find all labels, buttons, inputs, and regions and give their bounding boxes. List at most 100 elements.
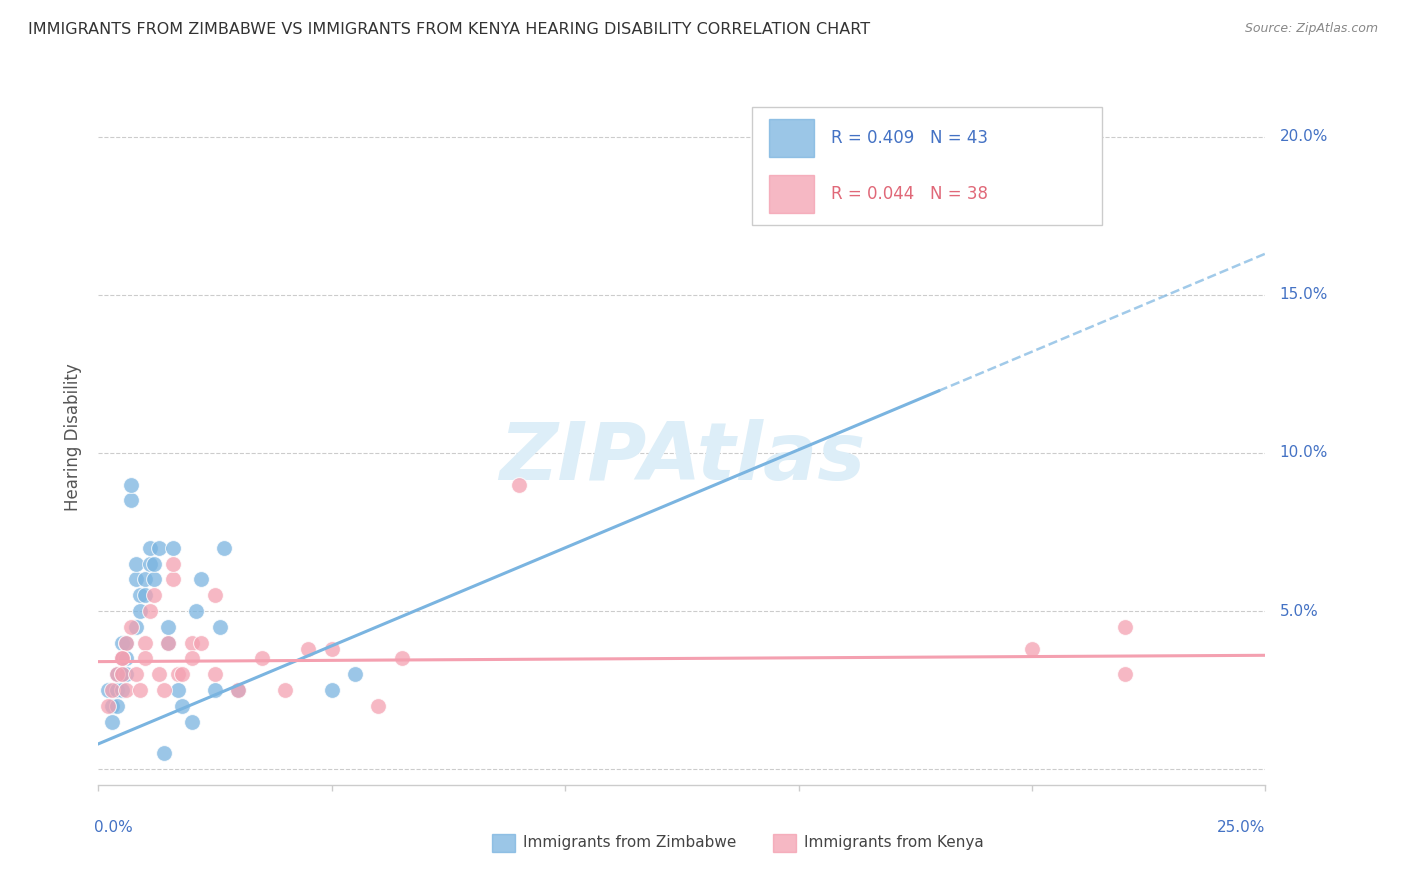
Point [214, 541, 236, 555]
Text: 25.0%: 25.0% [1218, 820, 1265, 835]
Point [101, 698, 124, 713]
Point [125, 573, 148, 587]
Point [120, 477, 142, 491]
Point [101, 683, 124, 698]
Text: 15.0%: 15.0% [1279, 287, 1327, 302]
Point [321, 642, 343, 657]
Point [111, 651, 134, 665]
Point [97, 683, 120, 698]
Point [105, 698, 128, 713]
Point [129, 604, 152, 618]
Point [157, 620, 180, 634]
Text: Source: ZipAtlas.com: Source: ZipAtlas.com [1244, 22, 1378, 36]
Text: 0.0%: 0.0% [94, 820, 132, 835]
Point [111, 683, 134, 698]
Point [105, 667, 128, 681]
Text: Immigrants from Zimbabwe: Immigrants from Zimbabwe [523, 836, 737, 850]
Point [111, 667, 134, 681]
Text: 20.0%: 20.0% [1279, 129, 1327, 145]
Point [228, 683, 250, 698]
Point [152, 747, 174, 761]
Point [172, 698, 194, 713]
Point [134, 573, 156, 587]
Point [139, 604, 162, 618]
Point [97, 698, 120, 713]
Point [172, 667, 194, 681]
Point [139, 557, 162, 571]
Point [190, 635, 212, 649]
Point [143, 573, 166, 587]
Point [186, 604, 208, 618]
Point [162, 557, 184, 571]
Point [157, 635, 180, 649]
Point [105, 683, 128, 698]
Point [148, 541, 170, 555]
Point [204, 667, 226, 681]
Point [204, 683, 226, 698]
Y-axis label: Hearing Disability: Hearing Disability [65, 363, 83, 511]
Point [111, 667, 134, 681]
Bar [769, 120, 814, 157]
Point [115, 667, 138, 681]
Point [250, 651, 273, 665]
Point [143, 588, 166, 602]
Point [152, 683, 174, 698]
Point [115, 683, 138, 698]
Point [134, 651, 156, 665]
Point [162, 541, 184, 555]
Text: R = 0.044   N = 38: R = 0.044 N = 38 [831, 185, 988, 202]
Bar [773, 834, 796, 852]
Point [101, 714, 124, 729]
Point [508, 477, 530, 491]
Text: 5.0%: 5.0% [1279, 604, 1319, 618]
Point [162, 573, 184, 587]
Text: ZIPAtlas: ZIPAtlas [499, 419, 865, 497]
Point [204, 588, 226, 602]
Point [111, 651, 134, 665]
Point [115, 651, 138, 665]
Point [125, 667, 148, 681]
Bar [492, 834, 515, 852]
Point [297, 642, 319, 657]
Point [157, 635, 180, 649]
Text: IMMIGRANTS FROM ZIMBABWE VS IMMIGRANTS FROM KENYA HEARING DISABILITY CORRELATION: IMMIGRANTS FROM ZIMBABWE VS IMMIGRANTS F… [28, 22, 870, 37]
Point [180, 635, 202, 649]
Point [391, 651, 413, 665]
Point [1021, 642, 1043, 657]
Point [115, 635, 138, 649]
Point [125, 620, 148, 634]
Point [190, 573, 212, 587]
Point [208, 620, 231, 634]
Point [180, 714, 202, 729]
Point [115, 635, 138, 649]
Point [134, 635, 156, 649]
Point [274, 683, 297, 698]
Point [129, 683, 152, 698]
Point [1114, 667, 1136, 681]
Point [321, 683, 343, 698]
Point [148, 667, 170, 681]
Point [367, 698, 389, 713]
Point [166, 667, 188, 681]
Point [344, 667, 367, 681]
Text: Immigrants from Kenya: Immigrants from Kenya [804, 836, 984, 850]
Point [139, 541, 162, 555]
Point [120, 620, 142, 634]
Point [120, 493, 142, 508]
Point [143, 557, 166, 571]
Point [111, 651, 134, 665]
Point [129, 588, 152, 602]
Text: 10.0%: 10.0% [1279, 445, 1327, 460]
Point [166, 683, 188, 698]
Point [1114, 620, 1136, 634]
Point [105, 667, 128, 681]
Point [111, 635, 134, 649]
Point [180, 651, 202, 665]
Bar [769, 175, 814, 213]
Point [134, 588, 156, 602]
FancyBboxPatch shape [752, 106, 1102, 225]
Text: R = 0.409   N = 43: R = 0.409 N = 43 [831, 129, 988, 147]
Point [125, 557, 148, 571]
Point [928, 161, 950, 176]
Point [228, 683, 250, 698]
